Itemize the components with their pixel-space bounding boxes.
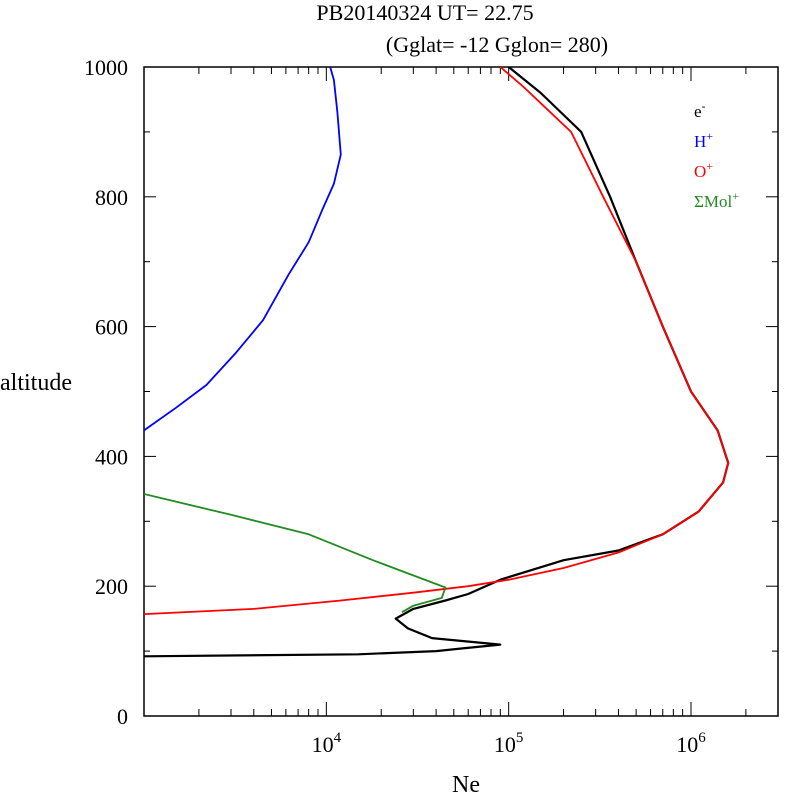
y-tick-label: 600 <box>95 315 128 340</box>
series-line-2 <box>144 67 730 615</box>
legend-entry-2: O+ <box>694 159 713 181</box>
y-tick-label: 1000 <box>84 55 128 80</box>
x-tick-label: 106 <box>676 730 706 757</box>
y-axis-label: altitude <box>0 370 72 396</box>
series-line-1 <box>144 67 342 432</box>
legend-entry-3: ΣMol+ <box>694 189 739 211</box>
chart-title-line2: (Gglat= -12 Gglon= 280) <box>386 32 608 57</box>
chart-title-line1: PB20140324 UT= 22.75 <box>316 0 533 25</box>
series-line-0 <box>144 67 730 658</box>
legend-entry-1: H+ <box>694 129 713 151</box>
y-tick-labels: 0 200 400 600 800 1000 <box>84 55 128 729</box>
series-line-3 <box>144 493 447 613</box>
y-tick-label: 400 <box>95 444 128 469</box>
y-tick-label: 0 <box>117 704 128 729</box>
x-tick-label: 104 <box>312 730 342 757</box>
plot-area <box>143 66 779 717</box>
series-lines <box>144 67 730 658</box>
plot-frame <box>143 66 779 717</box>
x-axis-label: Ne <box>452 772 480 796</box>
x-tick-label: 105 <box>494 730 524 757</box>
y-tick-label: 800 <box>95 185 128 210</box>
tick-marks <box>143 66 779 717</box>
x-tick-labels: 104 105 106 <box>312 730 707 757</box>
legend: e- H+ O+ ΣMol+ <box>694 99 739 211</box>
legend-entry-0: e- <box>694 99 706 121</box>
y-tick-label: 200 <box>95 574 128 599</box>
